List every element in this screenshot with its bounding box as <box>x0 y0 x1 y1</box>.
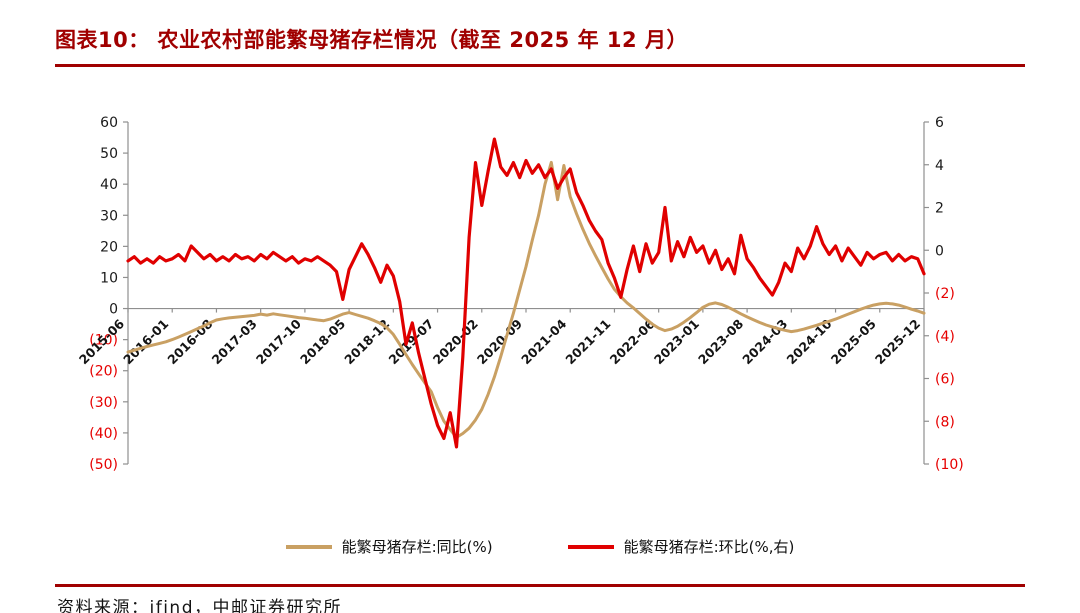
legend-label-mom: 能繁母猪存栏:环比(%,右) <box>623 538 795 556</box>
mom-line-swatch <box>567 544 614 549</box>
svg-text:2018-12: 2018-12 <box>341 316 392 367</box>
svg-text:40: 40 <box>100 177 118 193</box>
svg-text:(30): (30) <box>89 395 118 411</box>
svg-text:(40): (40) <box>89 426 118 442</box>
svg-text:(8): (8) <box>935 414 955 430</box>
legend-item-yoy: 能繁母猪存栏:同比(%) <box>285 536 493 557</box>
svg-text:(10): (10) <box>935 457 964 473</box>
svg-text:2021-11: 2021-11 <box>562 316 613 367</box>
svg-text:(10): (10) <box>89 333 118 349</box>
svg-text:10: 10 <box>100 270 118 286</box>
svg-text:2023-08: 2023-08 <box>695 316 746 367</box>
svg-text:(4): (4) <box>935 329 955 345</box>
legend-item-mom: 能繁母猪存栏:环比(%,右) <box>567 536 795 557</box>
svg-text:30: 30 <box>100 208 118 224</box>
top-divider <box>55 64 1025 67</box>
yoy-line-swatch <box>285 544 332 549</box>
svg-text:(6): (6) <box>935 372 955 388</box>
svg-text:50: 50 <box>100 146 118 162</box>
bottom-divider <box>55 584 1025 587</box>
chart-legend: 能繁母猪存栏:同比(%) 能繁母猪存栏:环比(%,右) <box>0 536 1080 557</box>
svg-text:2017-03: 2017-03 <box>209 316 260 367</box>
svg-text:4: 4 <box>935 158 944 174</box>
figure-title: 图表10： 农业农村部能繁母猪存栏情况（截至 2025 年 12 月） <box>55 28 688 52</box>
svg-text:(50): (50) <box>89 457 118 473</box>
svg-text:2015-06: 2015-06 <box>76 316 127 367</box>
source-note: 资料来源：ifind，中邮证券研究所 <box>57 598 342 613</box>
svg-text:2018-05: 2018-05 <box>297 316 348 367</box>
svg-text:2025-12: 2025-12 <box>872 316 923 367</box>
svg-text:60: 60 <box>100 115 118 131</box>
svg-text:2023-01: 2023-01 <box>651 316 702 367</box>
svg-text:2017-10: 2017-10 <box>253 316 304 367</box>
svg-text:2021-04: 2021-04 <box>518 316 569 367</box>
svg-text:6: 6 <box>935 115 944 131</box>
svg-text:0: 0 <box>109 302 118 318</box>
svg-text:20: 20 <box>100 239 118 255</box>
svg-text:(20): (20) <box>89 364 118 380</box>
svg-text:2020-02: 2020-02 <box>430 316 481 367</box>
svg-text:2: 2 <box>935 201 944 217</box>
svg-text:2024-10: 2024-10 <box>784 316 835 367</box>
svg-text:(2): (2) <box>935 286 955 302</box>
svg-text:2025-05: 2025-05 <box>828 316 879 367</box>
legend-label-yoy: 能繁母猪存栏:同比(%) <box>341 538 493 556</box>
svg-text:0: 0 <box>935 243 944 259</box>
